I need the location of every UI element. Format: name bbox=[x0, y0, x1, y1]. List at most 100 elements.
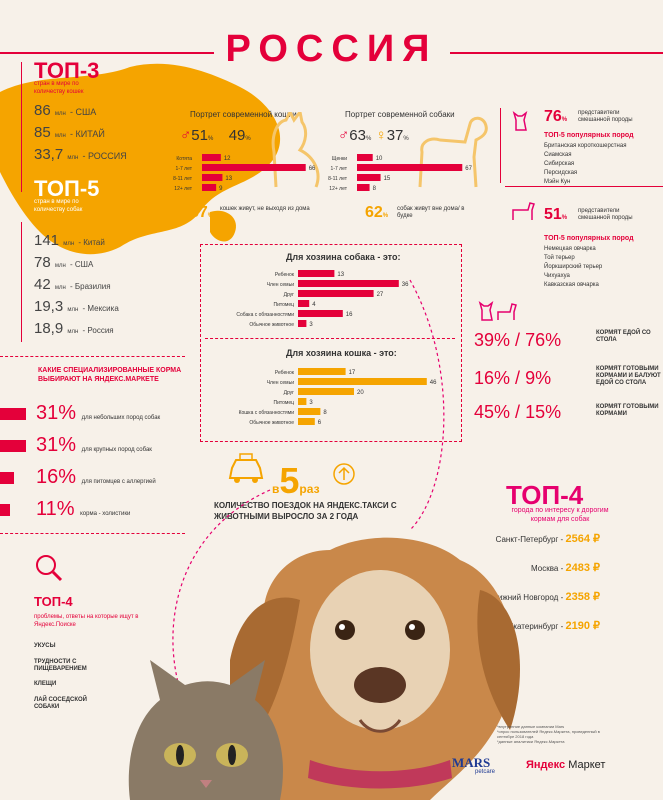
bar-label: Друг bbox=[284, 390, 295, 396]
bar-value: 17 bbox=[349, 370, 356, 376]
cat-dog-icon bbox=[478, 301, 517, 321]
bar bbox=[357, 174, 381, 181]
bar-label: Ребенок bbox=[275, 272, 295, 278]
bar bbox=[298, 300, 310, 307]
problem-item: ТРУДНОСТИ С ПИЩЕВАРЕНИЕМ bbox=[34, 659, 87, 672]
cat-portrait-title: Портрет современной кошки bbox=[190, 110, 297, 119]
feeding-text: КОРМЯТ ГОТОВЫМИ КОРМАМИ bbox=[596, 404, 659, 417]
special-head: КАКИЕ СПЕЦИАЛИЗИРОВАННЫЕ КОРМА ВЫБИРАЮТ … bbox=[38, 367, 182, 383]
bar-value: 8 bbox=[373, 186, 377, 192]
bar bbox=[298, 270, 335, 277]
bar bbox=[357, 164, 463, 171]
dogs-row: 141 млн - Китай bbox=[34, 232, 105, 249]
bar-label: 12+ лет bbox=[329, 186, 347, 192]
dog-owner-chart: Ребенок 13 Член семьи 36 Друг 27 Питомец 4 Собак… bbox=[236, 270, 409, 328]
bar-label: Обычное животное bbox=[249, 420, 294, 426]
dogs-row: 78 млн - США bbox=[34, 254, 94, 271]
title-line-left bbox=[0, 52, 214, 54]
city-row: Санкт-Петербург - 2564 ₽ bbox=[495, 533, 600, 545]
bar bbox=[298, 280, 399, 287]
bar-label: Обычное животное bbox=[249, 322, 294, 328]
bar bbox=[298, 368, 346, 375]
bar-value: 20 bbox=[357, 390, 364, 396]
bar-value: 16 bbox=[346, 312, 353, 318]
city-row: Екатеринбург - 2190 ₽ bbox=[508, 620, 600, 632]
bar-label: Член семьи bbox=[267, 282, 295, 288]
dog-stat-text: собак живут вне дома/ в будке bbox=[397, 206, 465, 219]
feeding-text: КОРМЯТ ЕДОЙ СО СТОЛА bbox=[596, 330, 651, 343]
special-row: 31% для небольших пород собак bbox=[36, 402, 161, 424]
cities-subtitle: города по интересу к дорогим кормам для … bbox=[511, 507, 609, 523]
special-divider bbox=[0, 356, 185, 358]
special-bar bbox=[0, 504, 10, 516]
owner-divider bbox=[205, 338, 455, 340]
bar-value: 27 bbox=[377, 292, 384, 298]
cat-gender: ♂51% ♀49% bbox=[180, 127, 251, 144]
bar bbox=[298, 310, 343, 317]
right-line-1 bbox=[500, 108, 501, 183]
cat-owner-chart: Ребенок 17 Член семьи 46 Друг 20 Питомец 3 Кошка… bbox=[239, 368, 437, 426]
taxi-multiplier: в5раз bbox=[272, 460, 320, 501]
special-bar bbox=[0, 440, 26, 452]
dog-age-chart: Щенки 10 1-7 лет 67 8-11 лет 15 12+ лет 8 bbox=[328, 154, 473, 192]
bar-value: 3 bbox=[309, 400, 313, 406]
special-bar bbox=[0, 472, 14, 484]
owner-box bbox=[200, 244, 462, 442]
arrow-up-icon bbox=[333, 463, 355, 485]
bar-label: Котята bbox=[176, 156, 192, 162]
dog-stat-value: 62% bbox=[365, 204, 389, 221]
breed-divider bbox=[505, 186, 663, 187]
mars-logo: MARS bbox=[452, 755, 491, 770]
taxi-text: КОЛИЧЕСТВО ПОЕЗДОК НА ЯНДЕКС.ТАКСИ С ЖИВ… bbox=[214, 501, 397, 521]
bar bbox=[298, 290, 374, 297]
bar bbox=[298, 408, 321, 415]
bar-value: 13 bbox=[225, 176, 232, 182]
city-row: Москва - 2483 ₽ bbox=[531, 562, 600, 574]
cats-row: 33,7 млн - РОССИЯ bbox=[34, 146, 127, 163]
dogs-breed-pct: 51% bbox=[544, 206, 568, 223]
bar-label: Щенки bbox=[332, 156, 347, 162]
bar-value: 66 bbox=[309, 166, 316, 172]
title-line-right bbox=[450, 52, 663, 54]
bar bbox=[202, 154, 221, 161]
search-icon bbox=[36, 555, 63, 582]
bar-label: 8-11 лет bbox=[173, 176, 193, 182]
bar-value: 36 bbox=[402, 282, 409, 288]
bar-value: 46 bbox=[430, 380, 437, 386]
petcare-logo: petcare bbox=[475, 769, 496, 775]
world-map-shape bbox=[0, 63, 281, 255]
problems-title: ТОП-4 bbox=[34, 594, 73, 609]
cat-age-chart: Котята 12 1-7 лет 66 8-11 лет 13 12+ лет 9 bbox=[173, 154, 316, 192]
special-row: 31% для крупных пород собак bbox=[36, 434, 152, 456]
bar-label: Член семьи bbox=[267, 380, 295, 386]
feeding-row: 16% / 9% bbox=[474, 368, 552, 388]
bar-value: 6 bbox=[318, 420, 322, 426]
problem-item: ЛАЙ СОСЕДСКОЙ СОБАКИ bbox=[34, 697, 87, 710]
footnotes: *внутренние данные компании Mars *опрос … bbox=[497, 724, 600, 744]
cat-stat-text: кошек живут, не выходя из дома bbox=[220, 206, 310, 212]
bar-value: 15 bbox=[384, 176, 391, 182]
bar-label: Питомец bbox=[274, 302, 295, 308]
bar bbox=[298, 378, 427, 385]
special-bar bbox=[0, 408, 26, 420]
bar bbox=[202, 174, 223, 181]
cat-outline-icon bbox=[271, 112, 320, 188]
feeding-row: 39% / 76% bbox=[474, 330, 562, 350]
bar bbox=[298, 388, 354, 395]
problems-subtitle: проблемы, ответы на которые ищут в Яндек… bbox=[34, 614, 139, 628]
cat-photo bbox=[128, 660, 283, 800]
bar-label: Питомец bbox=[274, 400, 295, 406]
dogs-top5-title: ТОП-5 bbox=[34, 176, 100, 201]
dogs-row: 18,9 млн - Россия bbox=[34, 320, 114, 337]
dog-icon bbox=[512, 202, 535, 220]
special-row: 11% корма - холистики bbox=[36, 498, 131, 520]
cats-breed-text: представители смешанной породы bbox=[578, 110, 633, 123]
dog-portrait-title: Портрет современной собаки bbox=[345, 110, 455, 119]
bar-value: 13 bbox=[337, 272, 344, 278]
page-title: РОССИЯ bbox=[225, 28, 438, 70]
bar bbox=[298, 320, 307, 327]
problems-divider bbox=[0, 533, 185, 535]
bar bbox=[202, 184, 217, 191]
feeding-text: КОРМЯТ ГОТОВЫМИ КОРМАМИ И БАЛУЮТ ЕДОЙ СО… bbox=[596, 366, 661, 386]
yandex-market-logo: Яндекс Маркет bbox=[526, 759, 606, 771]
